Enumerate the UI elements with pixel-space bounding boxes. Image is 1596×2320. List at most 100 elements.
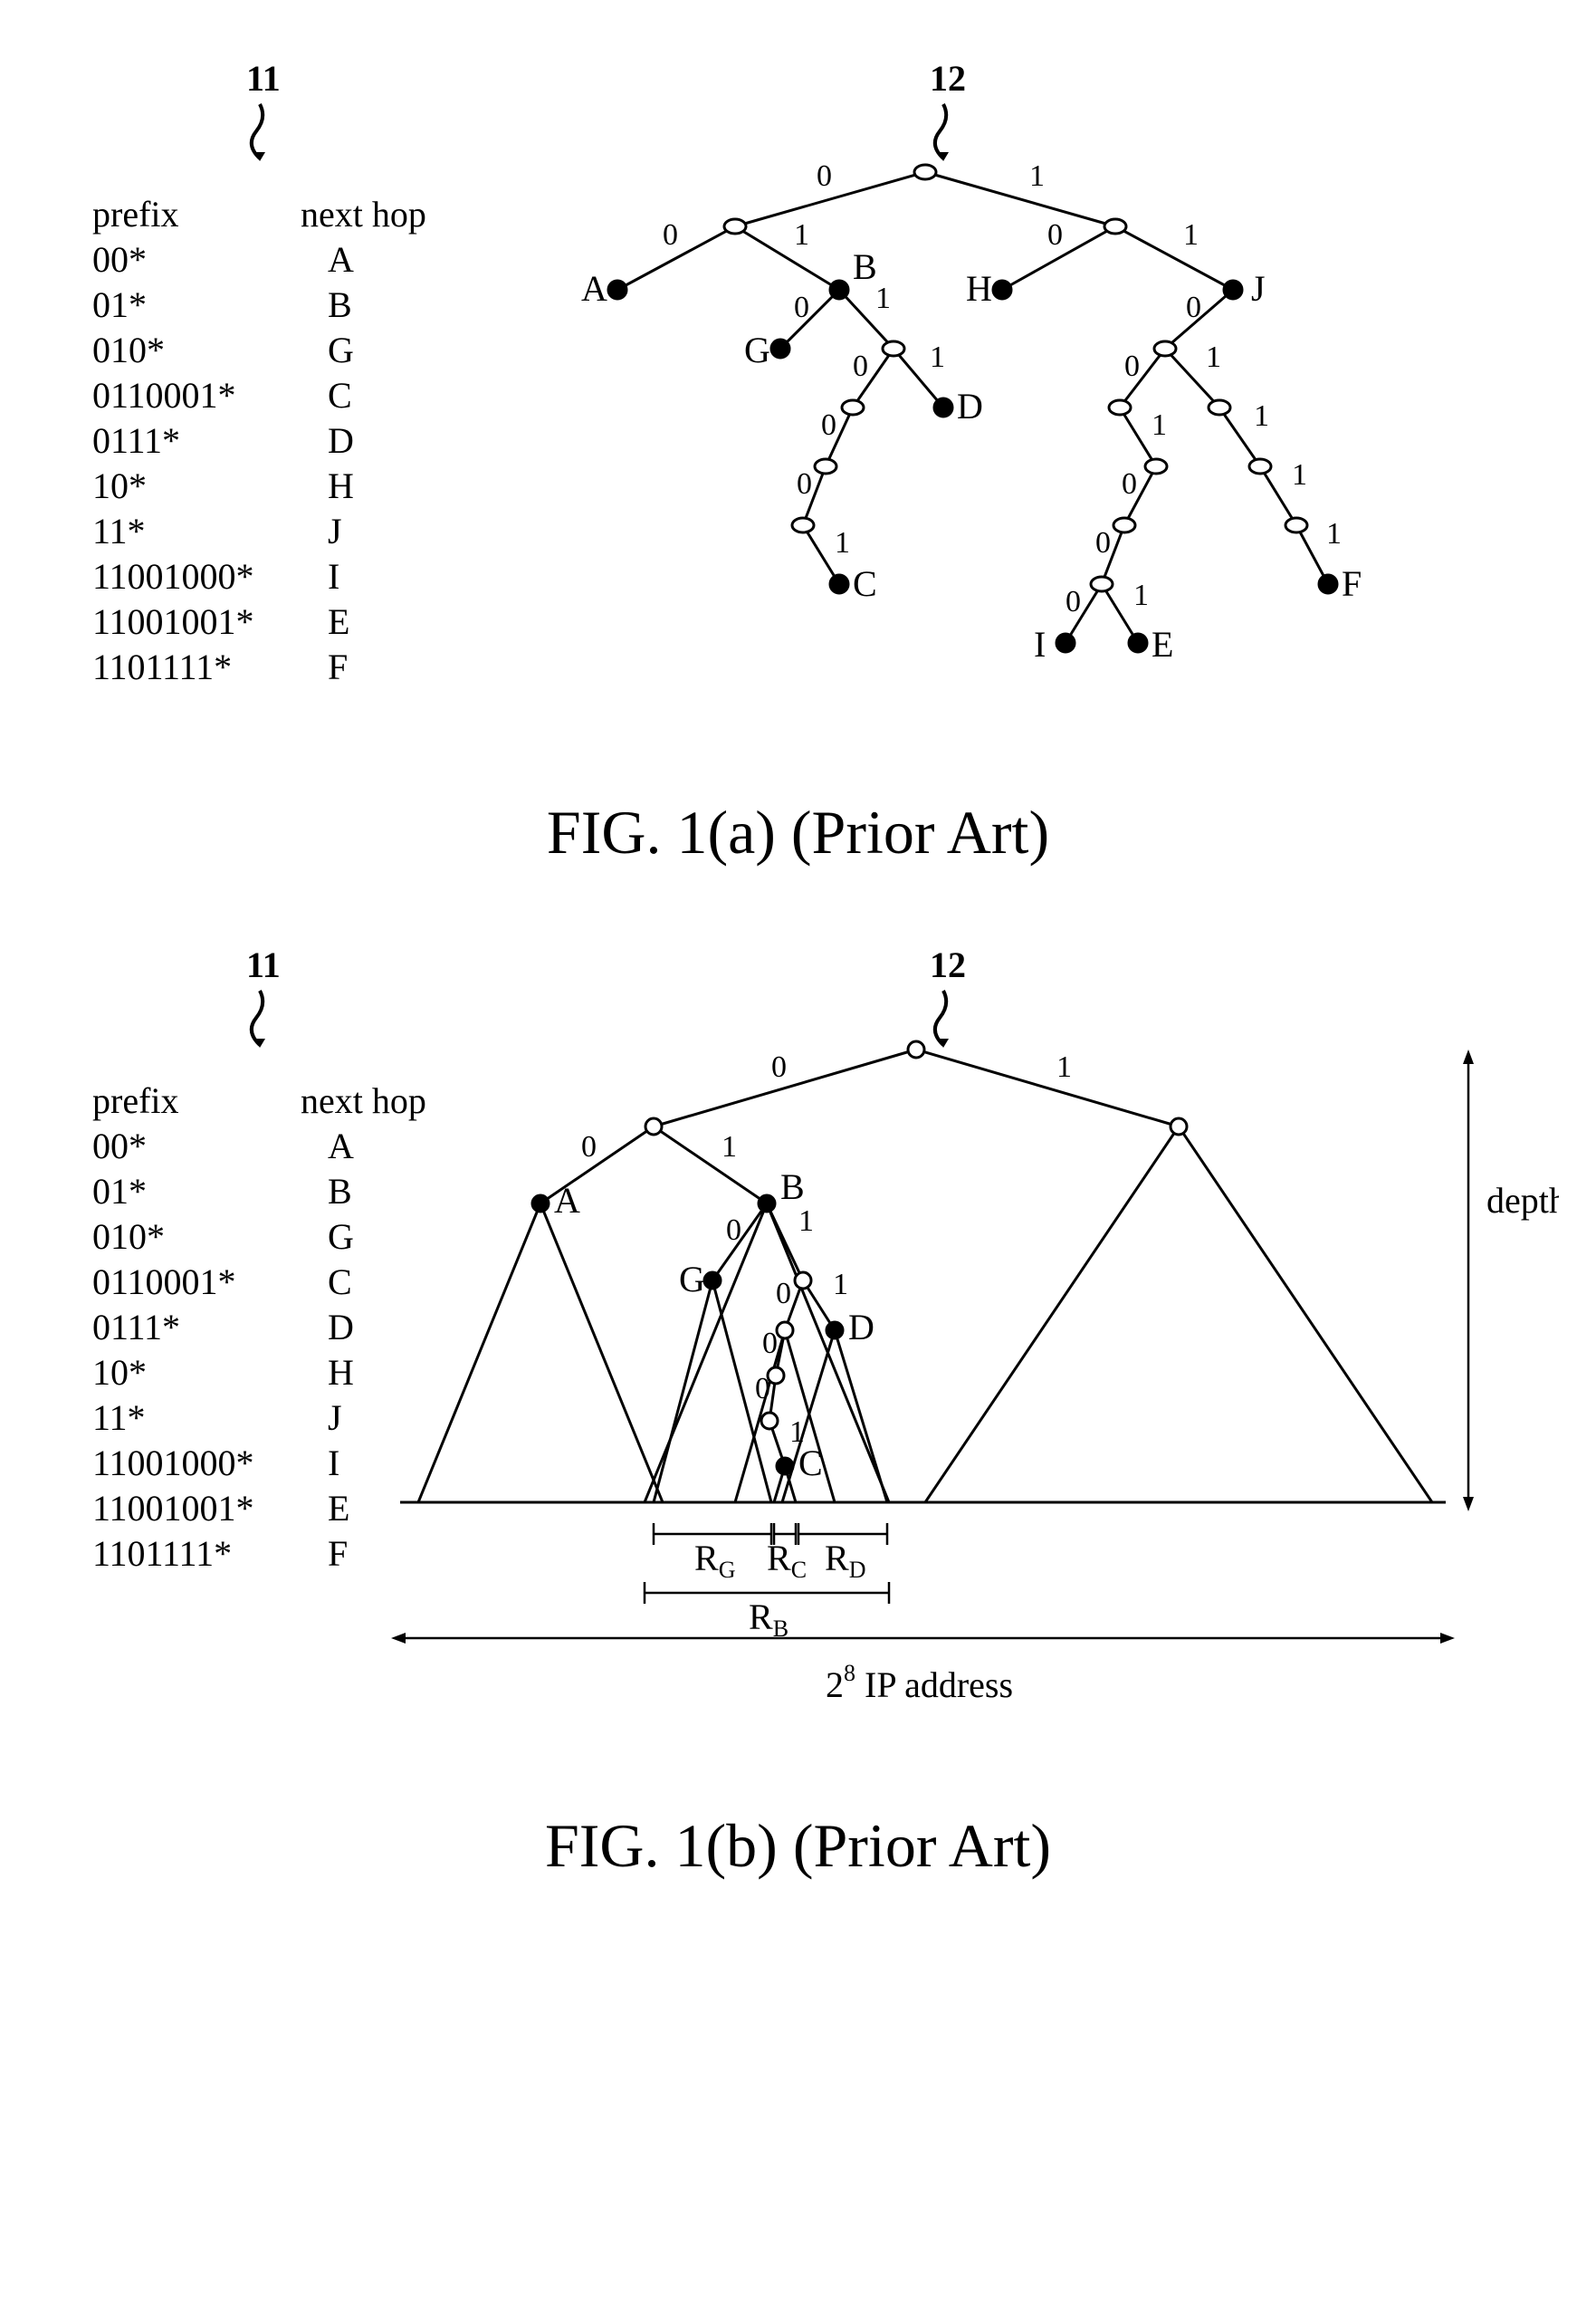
- edge-label: 0: [726, 1213, 741, 1247]
- tree-node-solid: [777, 1458, 793, 1474]
- node-label: H: [966, 268, 992, 309]
- edge-label: 1: [1133, 579, 1149, 612]
- tree-node-solid: [704, 1272, 721, 1289]
- node-label: A: [581, 268, 607, 309]
- nexthop-cell: A: [328, 239, 354, 280]
- tree-node-solid: [608, 281, 626, 299]
- nexthop-cell: B: [328, 284, 352, 325]
- tree-node-open: [792, 518, 814, 532]
- prefix-cell: 00*: [92, 1126, 147, 1166]
- subtree-triangle: [418, 1203, 663, 1502]
- range-label: RD: [825, 1538, 865, 1583]
- edge-label: 1: [794, 218, 809, 252]
- edge-label: 1: [1292, 458, 1307, 492]
- node-label: F: [1342, 563, 1362, 604]
- tree-edge: [1120, 407, 1156, 466]
- nexthop-cell: H: [328, 465, 354, 506]
- edge-label: 0: [776, 1277, 791, 1310]
- tree-edge: [925, 172, 1115, 226]
- edge-label: 1: [835, 526, 850, 560]
- tree-node-open: [1171, 1118, 1187, 1135]
- nexthop-cell: I: [328, 1443, 339, 1483]
- nexthop-cell: C: [328, 1261, 352, 1302]
- edge-label: 0: [797, 467, 812, 501]
- tree-node-open: [842, 400, 864, 415]
- edge-label: 1: [833, 1268, 848, 1301]
- nexthop-cell: F: [328, 1533, 348, 1574]
- edge-label: 0: [794, 291, 809, 324]
- col-nexthop-header: next hop: [301, 1080, 426, 1121]
- nexthop-cell: J: [328, 1397, 342, 1438]
- subtree-triangle: [654, 1280, 771, 1502]
- edge-label: 1: [1254, 399, 1269, 433]
- node-label: C: [853, 563, 877, 604]
- node-label: D: [957, 386, 983, 427]
- trie-tree-b: 01010101001ABGDC: [400, 1041, 1446, 1502]
- tree-node-open: [761, 1413, 778, 1429]
- edge-label: 0: [1066, 585, 1081, 618]
- node-label: I: [1034, 624, 1046, 665]
- prefix-cell: 0110001*: [92, 375, 236, 416]
- prefix-cell: 11*: [92, 1397, 146, 1438]
- tree-node-solid: [1056, 634, 1075, 652]
- tree-node-open: [1091, 577, 1113, 591]
- edge-label: 0: [853, 350, 868, 383]
- tree-node-open: [777, 1322, 793, 1338]
- callout-12-squiggle: [934, 104, 945, 158]
- tree-node-open: [1285, 518, 1307, 532]
- tree-node-open: [1113, 518, 1135, 532]
- prefix-cell: 1101111*: [92, 1533, 232, 1574]
- tree-node-solid: [759, 1195, 775, 1212]
- edge-label: 0: [1122, 467, 1137, 501]
- tree-edge: [1115, 226, 1233, 290]
- prefix-cell: 00*: [92, 239, 147, 280]
- node-label: A: [554, 1180, 580, 1221]
- figure-1a: 11 12 prefixnext hop00*A01*B010*G0110001…: [38, 36, 1559, 868]
- tree-node-open: [795, 1272, 811, 1289]
- edge-label: 1: [1206, 340, 1221, 374]
- prefix-cell: 10*: [92, 1352, 147, 1393]
- col-nexthop-header: next hop: [301, 194, 426, 235]
- edge-label: 1: [1152, 408, 1167, 442]
- edge-label: 0: [1124, 350, 1140, 383]
- callout-11-squiggle: [251, 104, 262, 158]
- tree-node-open: [645, 1118, 662, 1135]
- full-axis: 28 IP address: [391, 1633, 1455, 1705]
- subtree-triangle: [925, 1126, 1432, 1502]
- prefix-cell: 01*: [92, 1171, 147, 1212]
- edge-label: 0: [1095, 526, 1111, 560]
- tree-node-solid: [771, 340, 789, 358]
- tree-node-open: [815, 459, 836, 474]
- node-label: C: [798, 1443, 823, 1483]
- axis-label: 28 IP address: [826, 1660, 1013, 1705]
- node-label: E: [1152, 624, 1173, 665]
- nexthop-cell: C: [328, 375, 352, 416]
- tree-node-open: [914, 165, 936, 179]
- prefix-table-b: prefixnext hop00*A01*B010*G0110001*C0111…: [92, 1080, 426, 1574]
- tree-node-open: [1104, 219, 1126, 234]
- node-label: B: [780, 1166, 805, 1207]
- tree-node-open: [768, 1367, 784, 1384]
- col-prefix-header: prefix: [92, 194, 179, 235]
- figure-1b: 11 12 prefixnext hop00*A01*B010*G0110001…: [38, 923, 1559, 1882]
- edge-label: 0: [1047, 218, 1063, 252]
- range-label: RB: [749, 1596, 788, 1642]
- nexthop-cell: F: [328, 647, 348, 687]
- range-label: RG: [694, 1538, 735, 1583]
- fig1b-svg: 11 12 prefixnext hop00*A01*B010*G0110001…: [38, 923, 1559, 1792]
- callout-12b-label: 12: [930, 944, 966, 985]
- tree-edge: [654, 1126, 767, 1203]
- tree-edge: [916, 1050, 1179, 1126]
- callout-11b-label: 11: [246, 944, 281, 985]
- range-brackets: RGRCRDRB: [645, 1523, 889, 1642]
- prefix-cell: 01*: [92, 284, 147, 325]
- callout-12b-squiggle: [934, 991, 945, 1045]
- nexthop-cell: E: [328, 1488, 349, 1529]
- edge-label: 0: [663, 218, 678, 252]
- fig1b-caption: FIG. 1(b) (Prior Art): [38, 1810, 1559, 1882]
- prefix-cell: 0110001*: [92, 1261, 236, 1302]
- fig1a-caption: FIG. 1(a) (Prior Art): [38, 797, 1559, 868]
- tree-node-open: [908, 1041, 924, 1058]
- tree-node-open: [1209, 400, 1230, 415]
- tree-node-solid: [1319, 575, 1337, 593]
